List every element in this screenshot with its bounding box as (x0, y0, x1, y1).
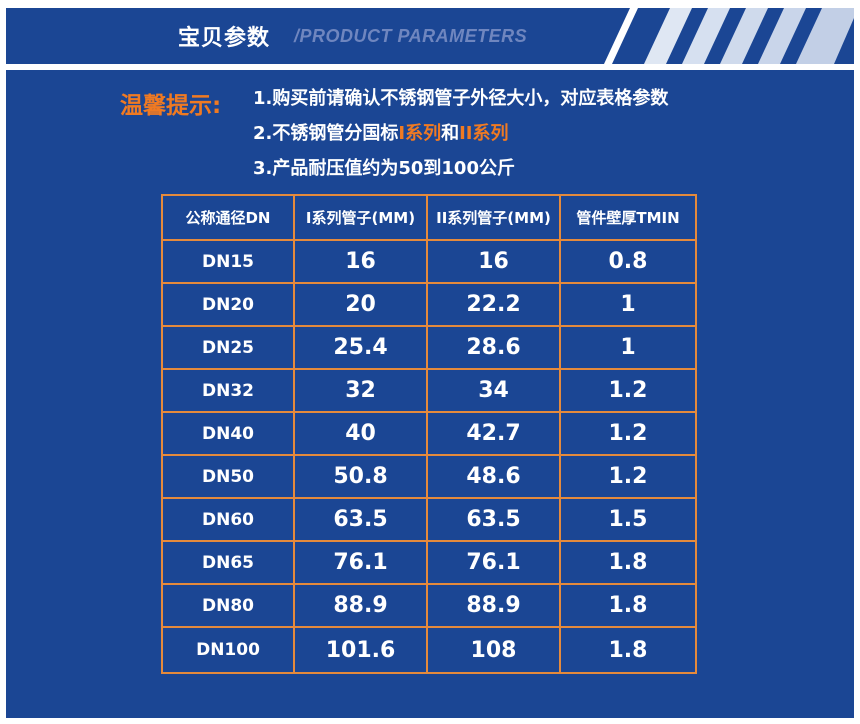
cell-series-2: 108 (426, 626, 561, 674)
parameters-table: 公称通径DN I系列管子(MM) II系列管子(MM) 管件壁厚TMIN DN1… (161, 194, 697, 674)
cell-dn: DN32 (161, 368, 295, 413)
cell-thickness: 1.2 (559, 368, 697, 413)
cell-series-1: 20 (293, 282, 428, 327)
cell-series-1: 76.1 (293, 540, 428, 585)
cell-series-2: 34 (426, 368, 561, 413)
table-row: DN60 63.5 63.5 1.5 (161, 497, 697, 542)
cell-series-2: 88.9 (426, 583, 561, 628)
banner-divider (0, 64, 860, 70)
cell-series-1: 101.6 (293, 626, 428, 674)
table-row: DN25 25.4 28.6 1 (161, 325, 697, 370)
series-1-highlight: I系列 (398, 123, 442, 144)
notice-line-1: 1.购买前请确认不锈钢管子外径大小，对应表格参数 (253, 88, 669, 109)
notice-line-3: 3.产品耐压值约为50到100公斤 (253, 158, 515, 179)
cell-dn: DN80 (161, 583, 295, 628)
cell-thickness: 1.2 (559, 454, 697, 499)
cell-series-1: 63.5 (293, 497, 428, 542)
cell-thickness: 1.8 (559, 583, 697, 628)
cell-series-2: 42.7 (426, 411, 561, 456)
cell-thickness: 1.8 (559, 540, 697, 585)
decorative-stripes-icon (604, 8, 854, 64)
header-subtitle: /PRODUCT PARAMETERS (294, 26, 528, 46)
cell-dn: DN40 (161, 411, 295, 456)
header-title: 宝贝参数 (178, 26, 271, 51)
table-header-row: 公称通径DN I系列管子(MM) II系列管子(MM) 管件壁厚TMIN (161, 194, 697, 241)
header-wall-thickness: 管件壁厚TMIN (559, 194, 697, 241)
cell-series-2: 16 (426, 239, 561, 284)
cell-thickness: 1.2 (559, 411, 697, 456)
cell-series-1: 25.4 (293, 325, 428, 370)
cell-series-2: 76.1 (426, 540, 561, 585)
table-row: DN32 32 34 1.2 (161, 368, 697, 413)
notice-label: 温馨提示: (120, 93, 222, 119)
cell-dn: DN65 (161, 540, 295, 585)
header-series-2: II系列管子(MM) (426, 194, 561, 241)
header-banner: 宝贝参数 /PRODUCT PARAMETERS (6, 8, 854, 64)
cell-dn: DN50 (161, 454, 295, 499)
cell-thickness: 1 (559, 325, 697, 370)
table-row: DN15 16 16 0.8 (161, 239, 697, 284)
notice-line-2: 2.不锈钢管分国标I系列和II系列 (253, 119, 508, 145)
cell-dn: DN100 (161, 626, 295, 674)
table-row: DN50 50.8 48.6 1.2 (161, 454, 697, 499)
cell-series-1: 40 (293, 411, 428, 456)
table-row: DN20 20 22.2 1 (161, 282, 697, 327)
cell-series-2: 63.5 (426, 497, 561, 542)
cell-series-1: 32 (293, 368, 428, 413)
cell-series-2: 28.6 (426, 325, 561, 370)
cell-series-1: 16 (293, 239, 428, 284)
cell-series-1: 50.8 (293, 454, 428, 499)
series-2-highlight: II系列 (459, 123, 509, 144)
cell-series-2: 48.6 (426, 454, 561, 499)
cell-thickness: 0.8 (559, 239, 697, 284)
header-dn: 公称通径DN (161, 194, 295, 241)
cell-dn: DN60 (161, 497, 295, 542)
notice-line-2-and: 和 (441, 123, 460, 144)
cell-dn: DN20 (161, 282, 295, 327)
cell-dn: DN25 (161, 325, 295, 370)
table-row: DN80 88.9 88.9 1.8 (161, 583, 697, 628)
cell-thickness: 1.8 (559, 626, 697, 674)
table-row: DN40 40 42.7 1.2 (161, 411, 697, 456)
cell-dn: DN15 (161, 239, 295, 284)
cell-thickness: 1.5 (559, 497, 697, 542)
table-row: DN65 76.1 76.1 1.8 (161, 540, 697, 585)
cell-series-2: 22.2 (426, 282, 561, 327)
cell-thickness: 1 (559, 282, 697, 327)
header-series-1: I系列管子(MM) (293, 194, 428, 241)
notice-line-2-prefix: 2.不锈钢管分国标 (253, 123, 399, 144)
cell-series-1: 88.9 (293, 583, 428, 628)
table-row: DN100 101.6 108 1.8 (161, 626, 697, 674)
